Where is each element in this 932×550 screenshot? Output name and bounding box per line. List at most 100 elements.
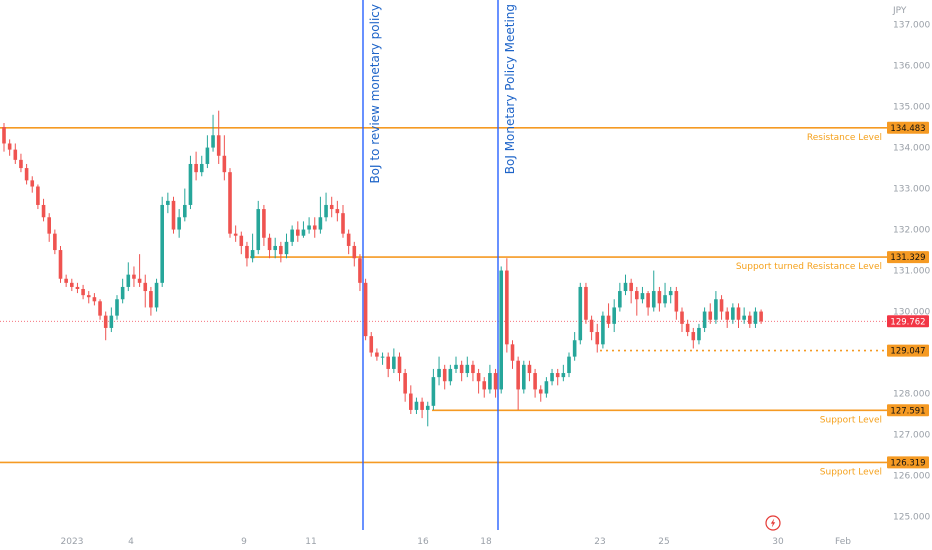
candle-body bbox=[279, 245, 283, 255]
event-label: BoJ Monetary Policy Meeting bbox=[503, 4, 517, 174]
candle-body bbox=[30, 180, 35, 187]
level-price-badge bbox=[887, 251, 929, 264]
x-tick-label: 16 bbox=[417, 537, 429, 547]
candle-body bbox=[363, 282, 368, 337]
candle-body bbox=[702, 311, 707, 328]
candle-body bbox=[550, 373, 554, 382]
candle-body bbox=[64, 278, 68, 283]
candle-body bbox=[132, 274, 136, 279]
level-price-text: 126.319 bbox=[890, 458, 925, 468]
y-tick-label: 135.000 bbox=[893, 103, 930, 113]
y-tick-label: 125.000 bbox=[893, 513, 930, 523]
candle-body bbox=[459, 364, 464, 374]
lightning-icon[interactable] bbox=[765, 515, 781, 531]
candle-body bbox=[137, 278, 142, 283]
candle-body bbox=[160, 204, 164, 283]
x-tick-label: 30 bbox=[772, 537, 784, 547]
candle-body bbox=[753, 311, 758, 324]
candle-body bbox=[505, 270, 509, 345]
candle-body bbox=[211, 135, 215, 148]
candle-body bbox=[527, 364, 532, 374]
candle-body bbox=[143, 282, 148, 292]
candle-body bbox=[329, 204, 334, 210]
candle-body bbox=[409, 393, 413, 410]
x-tick-label: 18 bbox=[480, 537, 492, 547]
candle-body bbox=[7, 143, 12, 150]
candle-body bbox=[58, 250, 63, 279]
x-tick-label: 25 bbox=[658, 537, 669, 547]
candle-body bbox=[188, 163, 193, 205]
candle-body bbox=[335, 209, 340, 214]
candle-body bbox=[414, 401, 419, 410]
candle-body bbox=[708, 311, 713, 320]
candle-body bbox=[651, 291, 656, 308]
candle-body bbox=[691, 332, 696, 341]
candle-body bbox=[392, 356, 396, 369]
candle-body bbox=[149, 291, 153, 308]
y-tick-label: 132.000 bbox=[893, 226, 930, 236]
candle-body bbox=[544, 381, 549, 394]
candle-body bbox=[183, 204, 187, 218]
level-price-text: 129.047 bbox=[890, 347, 925, 357]
candle-body bbox=[522, 364, 526, 390]
candle-body bbox=[420, 401, 424, 410]
y-tick-label: 127.000 bbox=[893, 431, 930, 441]
level-price-badge bbox=[887, 344, 929, 357]
level-price-badge bbox=[887, 121, 929, 134]
y-tick-label: 130.000 bbox=[893, 308, 930, 318]
level-label: Support Level bbox=[820, 415, 882, 425]
candle-body bbox=[341, 213, 345, 234]
y-tick-label: 133.000 bbox=[893, 185, 930, 195]
candle-body bbox=[36, 186, 40, 205]
candle-body bbox=[290, 229, 294, 242]
candle-body bbox=[663, 295, 667, 304]
candle-body bbox=[296, 229, 300, 236]
y-tick-label: 136.000 bbox=[893, 62, 930, 72]
candle-body bbox=[98, 301, 102, 316]
candle-body bbox=[312, 225, 317, 230]
candle-body bbox=[668, 291, 673, 296]
candle-body bbox=[618, 291, 622, 308]
y-axis: 137.000 136.000 135.000 134.000 133.000 132.0… bbox=[893, 21, 930, 523]
candle-body bbox=[448, 368, 453, 382]
candle-body bbox=[126, 274, 131, 287]
x-tick-label: Feb bbox=[835, 537, 851, 547]
candle-body bbox=[510, 344, 515, 361]
candle-body bbox=[375, 352, 379, 357]
candle-body bbox=[216, 135, 221, 156]
currency-label: JPY bbox=[892, 6, 907, 16]
candle-body bbox=[465, 364, 470, 374]
candle-body bbox=[601, 315, 605, 345]
x-tick-label: 9 bbox=[241, 537, 247, 547]
candle-body bbox=[75, 286, 80, 289]
candle-body bbox=[318, 217, 323, 230]
y-tick-label: 131.000 bbox=[893, 267, 930, 277]
candle-body bbox=[719, 299, 724, 312]
candle-body bbox=[307, 225, 311, 230]
candle-body bbox=[13, 149, 18, 160]
candle-body bbox=[222, 155, 227, 173]
candle-body bbox=[555, 373, 560, 378]
candle-body bbox=[685, 323, 690, 333]
level-price-text: 131.329 bbox=[890, 253, 925, 263]
x-tick-label: 23 bbox=[594, 537, 605, 547]
level-label: Resistance Level bbox=[807, 133, 882, 143]
candle-body bbox=[454, 364, 458, 369]
candle-body bbox=[47, 217, 51, 234]
candle-body bbox=[194, 163, 198, 173]
candle-body bbox=[115, 299, 119, 316]
candle-body bbox=[245, 245, 249, 259]
candle-body bbox=[301, 229, 306, 236]
candle-body bbox=[629, 282, 633, 292]
candle-body bbox=[369, 336, 374, 353]
candle-body bbox=[358, 258, 362, 283]
candle-body bbox=[86, 295, 91, 298]
candle-body bbox=[538, 389, 543, 394]
x-tick-label: 2023 bbox=[61, 537, 84, 547]
candle-body bbox=[714, 299, 718, 320]
candle-body bbox=[623, 282, 628, 292]
badges-layer: 134.483 131.329 129.047 127.591 126.319 129.7… bbox=[887, 121, 929, 469]
candle-body bbox=[425, 405, 430, 410]
candle-body bbox=[697, 327, 701, 341]
